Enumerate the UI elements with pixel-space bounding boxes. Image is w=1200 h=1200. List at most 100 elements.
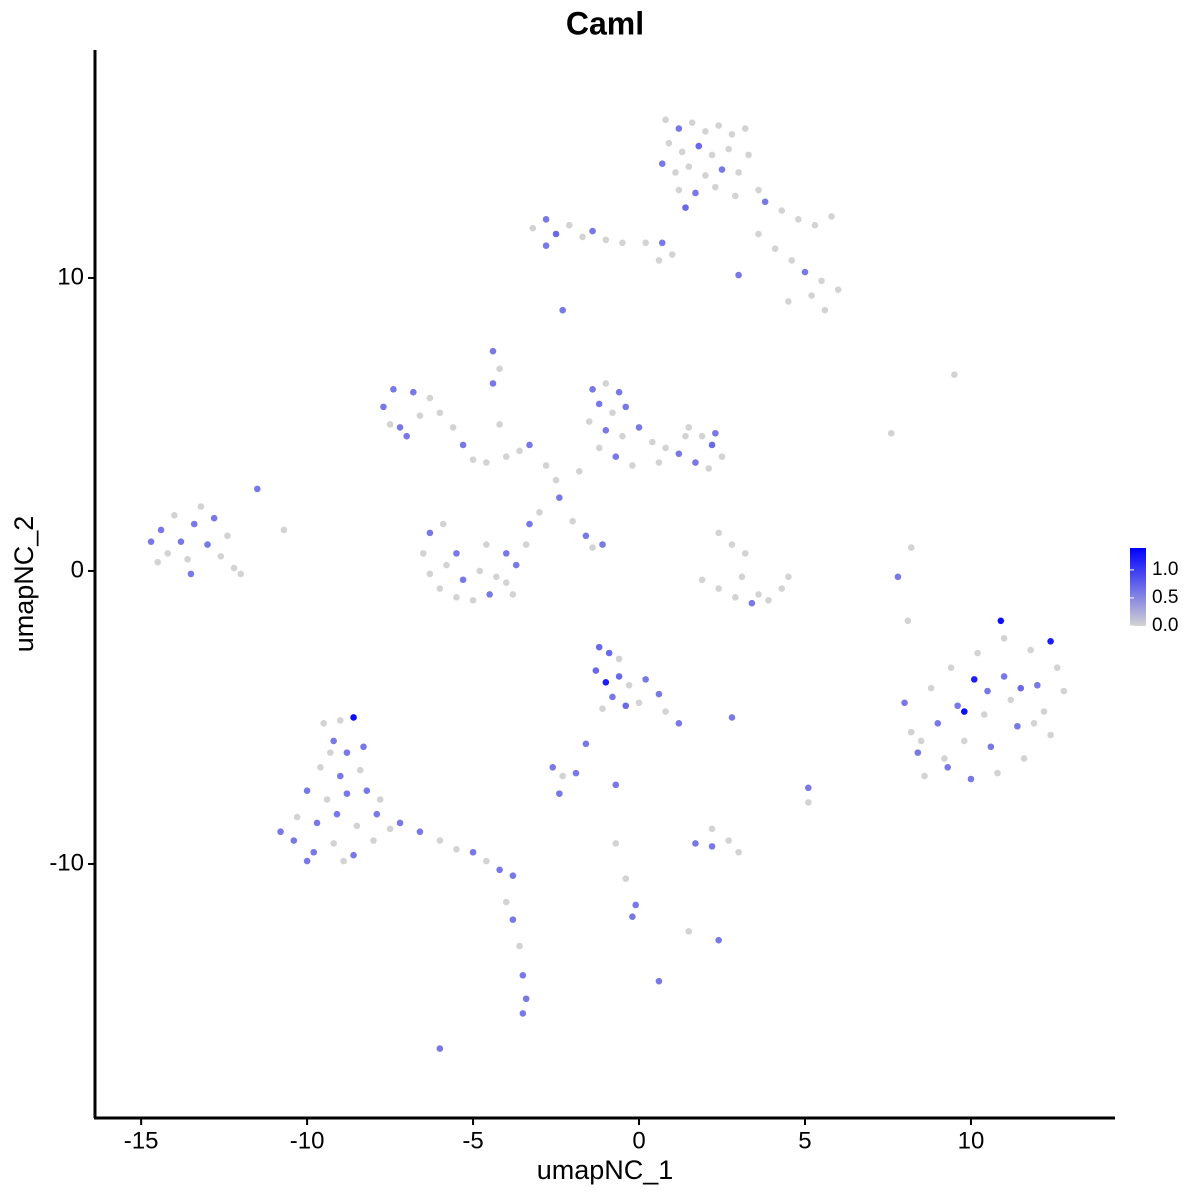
- cell-point: [376, 796, 384, 803]
- x-axis-label: umapNC_1: [537, 1155, 674, 1185]
- cell-point: [443, 561, 450, 569]
- cell-point: [526, 441, 533, 449]
- cell-point: [629, 913, 636, 921]
- cell-point: [735, 169, 742, 176]
- cell-point: [622, 702, 630, 710]
- cell-point: [396, 424, 404, 431]
- cell-point: [765, 596, 772, 604]
- cell-point: [363, 787, 371, 795]
- cell-point: [492, 573, 500, 581]
- cell-point: [542, 216, 550, 223]
- cell-point: [715, 529, 722, 537]
- cell-point: [917, 737, 925, 745]
- colorbar: [1130, 548, 1146, 626]
- cell-point: [483, 541, 490, 548]
- cell-point: [602, 236, 610, 244]
- cell-point: [1000, 635, 1008, 642]
- cell-point: [648, 438, 656, 446]
- cell-point: [788, 257, 796, 264]
- y-axis-label: umapNC_2: [9, 516, 39, 653]
- cell-point: [453, 846, 460, 853]
- cell-point: [941, 755, 948, 762]
- cell-point: [237, 570, 245, 578]
- x-tick-label: -5: [462, 1127, 483, 1154]
- cell-point: [303, 787, 311, 795]
- cell-point: [502, 898, 510, 906]
- cell-point: [619, 432, 626, 440]
- cell-point: [582, 532, 590, 540]
- cell-point: [715, 585, 722, 592]
- cell-point: [569, 517, 576, 525]
- cell-point: [728, 541, 736, 548]
- cell-point: [280, 526, 288, 534]
- cell-point: [692, 459, 699, 466]
- cell-point: [718, 453, 726, 460]
- cell-point: [755, 186, 762, 194]
- cell-point: [741, 550, 749, 557]
- x-tick-label: 10: [958, 1127, 985, 1154]
- cell-point: [171, 511, 178, 519]
- cell-point: [735, 271, 742, 279]
- cell-point: [612, 453, 620, 460]
- cell-point: [712, 183, 719, 191]
- cell-point: [449, 424, 457, 431]
- cell-point: [184, 555, 191, 563]
- cell-point: [529, 224, 537, 232]
- cell-point: [632, 901, 640, 909]
- cell-point: [177, 538, 185, 545]
- cell-point: [310, 848, 318, 856]
- cell-point: [303, 857, 311, 865]
- cell-point: [927, 684, 935, 692]
- cell-point: [1020, 755, 1028, 762]
- cell-point: [811, 221, 819, 229]
- cell-point: [745, 151, 752, 159]
- cell-point: [725, 145, 732, 153]
- cell-point: [356, 766, 364, 774]
- cell-point: [157, 526, 165, 534]
- cell-point: [997, 617, 1005, 625]
- cell-point: [834, 286, 842, 293]
- cell-point: [635, 424, 643, 431]
- cell-point: [602, 380, 610, 387]
- cell-point: [642, 676, 649, 683]
- cell-point: [1017, 684, 1025, 692]
- chart-title: Caml: [566, 5, 644, 41]
- cell-point: [967, 775, 975, 783]
- cell-point: [459, 441, 467, 449]
- cell-point: [629, 462, 636, 469]
- cell-point: [682, 432, 689, 440]
- cell-point: [1060, 687, 1068, 695]
- cell-point: [552, 476, 560, 484]
- cell-point: [502, 550, 510, 557]
- cell-point: [187, 570, 195, 578]
- points: [147, 116, 1068, 1052]
- cell-point: [426, 394, 434, 402]
- cell-point: [702, 128, 709, 135]
- cell-point: [698, 576, 706, 584]
- cell-point: [483, 459, 490, 466]
- cell-point: [658, 239, 666, 247]
- cell-point: [615, 388, 623, 396]
- cell-point: [459, 576, 467, 584]
- cell-point: [589, 385, 596, 393]
- cell-point: [904, 617, 912, 625]
- cell-point: [755, 230, 762, 238]
- cell-point: [615, 655, 623, 663]
- cell-point: [416, 828, 424, 836]
- cell-point: [685, 928, 693, 935]
- cell-point: [1007, 696, 1015, 704]
- cell-point: [708, 843, 716, 850]
- cell-point: [516, 942, 523, 950]
- y-tick-label: 0: [71, 556, 84, 583]
- cell-point: [778, 585, 786, 592]
- cell-point: [731, 594, 739, 601]
- cell-point: [370, 837, 377, 844]
- cell-point: [702, 172, 709, 179]
- cell-point: [994, 769, 1001, 777]
- cell-point: [668, 251, 676, 258]
- cell-point: [612, 840, 620, 847]
- cell-point: [224, 532, 231, 540]
- cell-point: [602, 679, 610, 686]
- cell-point: [154, 558, 162, 566]
- cell-point: [290, 837, 298, 844]
